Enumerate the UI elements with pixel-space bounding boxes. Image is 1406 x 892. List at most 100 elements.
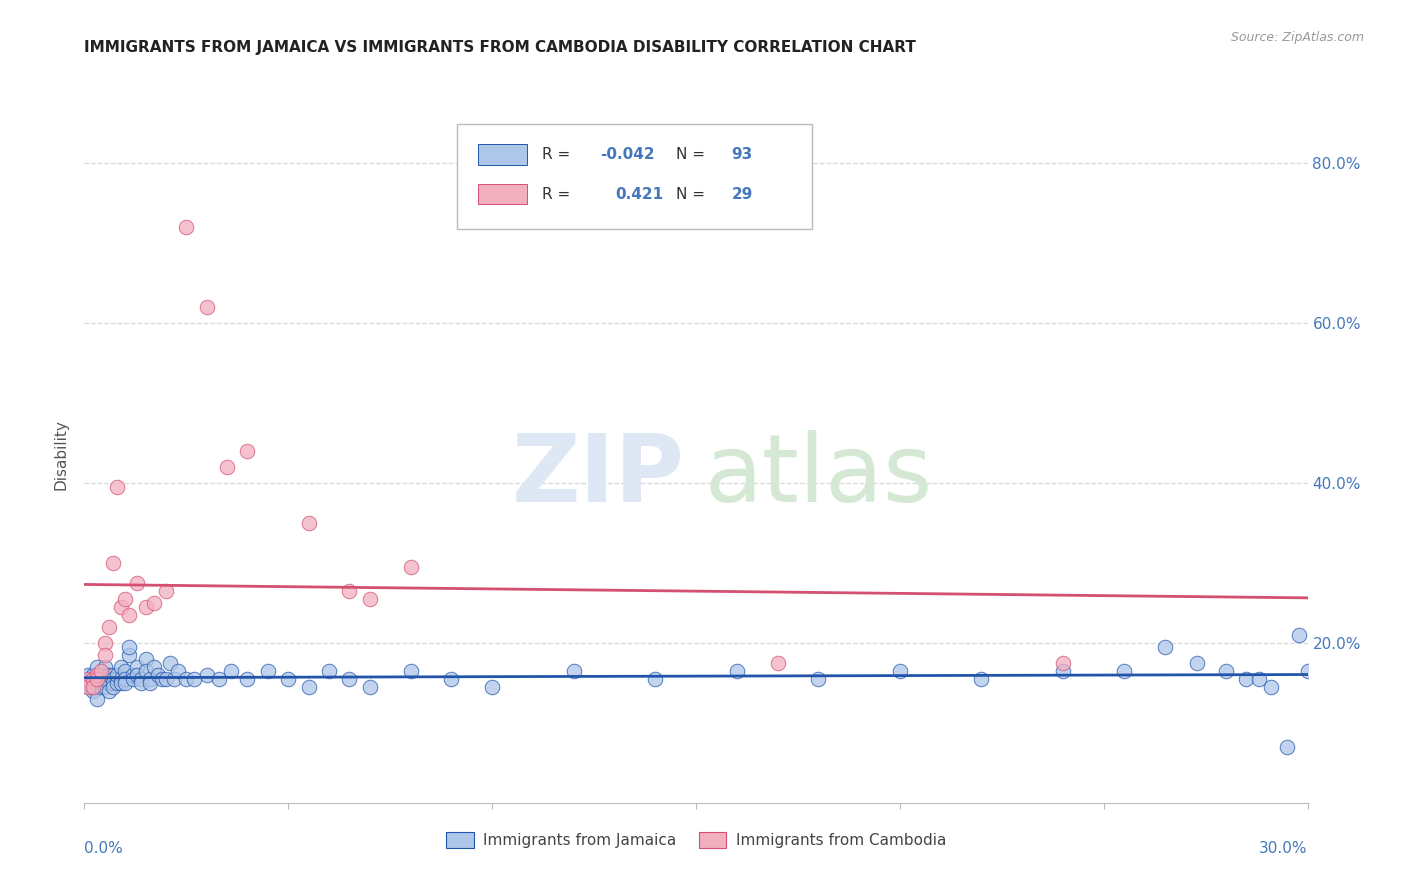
Point xyxy=(105,480,128,494)
Point xyxy=(127,575,149,590)
Point xyxy=(101,672,124,686)
Point xyxy=(1296,664,1319,678)
Point xyxy=(93,676,115,690)
Point xyxy=(86,672,108,686)
Point xyxy=(1277,739,1299,754)
Point xyxy=(101,680,124,694)
Point xyxy=(101,668,124,682)
Point xyxy=(174,672,197,686)
Point xyxy=(82,672,104,686)
Point xyxy=(1247,672,1270,686)
Point xyxy=(236,444,259,458)
Point xyxy=(1187,656,1209,670)
Point xyxy=(90,668,112,682)
Point xyxy=(90,672,112,686)
Point xyxy=(93,668,115,682)
Point xyxy=(889,664,911,678)
Point xyxy=(118,648,141,662)
Point xyxy=(150,672,173,686)
Point xyxy=(90,664,112,678)
Text: 0.421: 0.421 xyxy=(616,186,664,202)
Point xyxy=(105,676,128,690)
Point xyxy=(142,596,165,610)
Point xyxy=(359,680,381,694)
Point xyxy=(114,676,136,690)
Text: N =: N = xyxy=(676,186,710,202)
Point xyxy=(1288,628,1310,642)
Point xyxy=(82,680,104,694)
Point xyxy=(159,656,181,670)
Point xyxy=(481,680,503,694)
Legend: Immigrants from Jamaica, Immigrants from Cambodia: Immigrants from Jamaica, Immigrants from… xyxy=(440,826,952,855)
Text: -0.042: -0.042 xyxy=(600,147,655,161)
Point xyxy=(86,691,108,706)
Point xyxy=(219,664,242,678)
Point xyxy=(122,672,145,686)
Point xyxy=(110,672,132,686)
Point xyxy=(77,672,100,686)
Point xyxy=(399,560,422,574)
Point xyxy=(1260,680,1282,694)
Point xyxy=(1052,656,1074,670)
Point xyxy=(97,683,120,698)
Point xyxy=(86,668,108,682)
Point xyxy=(135,652,157,666)
Point xyxy=(118,640,141,654)
Text: ZIP: ZIP xyxy=(512,430,685,522)
Point xyxy=(257,664,280,678)
Point xyxy=(127,668,149,682)
Point xyxy=(105,672,128,686)
Point xyxy=(807,672,830,686)
Point xyxy=(90,680,112,694)
Point xyxy=(93,648,115,662)
Point xyxy=(101,676,124,690)
Point xyxy=(174,219,197,234)
Point xyxy=(167,664,190,678)
Point xyxy=(82,668,104,682)
Point xyxy=(208,672,231,686)
Point xyxy=(86,672,108,686)
Point xyxy=(97,620,120,634)
Point xyxy=(1309,672,1331,686)
Text: R =: R = xyxy=(541,186,579,202)
Point xyxy=(339,583,361,598)
Point xyxy=(135,664,157,678)
Point xyxy=(155,672,177,686)
Point xyxy=(82,680,104,694)
Point xyxy=(1114,664,1136,678)
FancyBboxPatch shape xyxy=(478,184,527,204)
Point xyxy=(318,664,340,678)
Text: Source: ZipAtlas.com: Source: ZipAtlas.com xyxy=(1230,31,1364,45)
Point xyxy=(562,664,585,678)
Point xyxy=(97,672,120,686)
Point xyxy=(298,516,321,530)
Point xyxy=(277,672,299,686)
Point xyxy=(138,676,160,690)
Point xyxy=(82,672,104,686)
Point xyxy=(77,680,100,694)
Point xyxy=(90,676,112,690)
Point xyxy=(146,668,169,682)
Point xyxy=(93,680,115,694)
Point xyxy=(127,660,149,674)
Point xyxy=(138,672,160,686)
Point xyxy=(122,668,145,682)
Point xyxy=(86,680,108,694)
Point xyxy=(155,583,177,598)
Point xyxy=(359,591,381,606)
Point xyxy=(114,591,136,606)
Point xyxy=(131,672,153,686)
Point xyxy=(142,660,165,674)
Point xyxy=(766,656,789,670)
Point xyxy=(236,672,259,686)
Point xyxy=(86,660,108,674)
Point xyxy=(163,672,186,686)
Point xyxy=(97,676,120,690)
Text: R =: R = xyxy=(541,147,575,161)
Point xyxy=(110,660,132,674)
Point xyxy=(77,672,100,686)
Point xyxy=(110,676,132,690)
Point xyxy=(217,459,239,474)
Text: 93: 93 xyxy=(731,147,752,161)
Point xyxy=(86,676,108,690)
